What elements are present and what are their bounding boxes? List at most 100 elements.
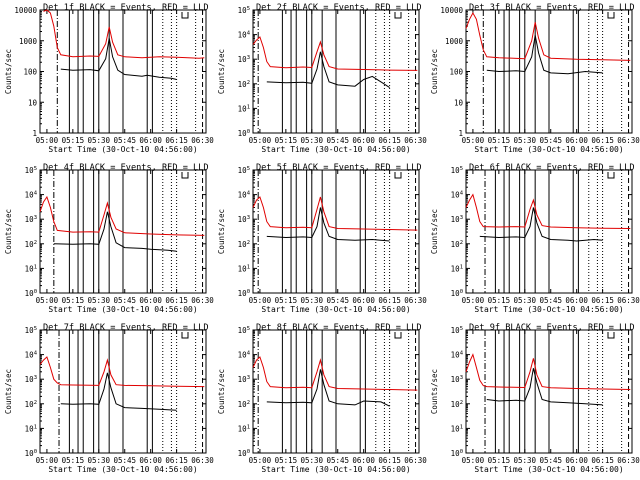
series-events (486, 368, 603, 406)
y-axis-label: Counts/sec (4, 209, 13, 254)
x-tick-label: 05:30 (514, 456, 537, 465)
y-tick-label: 100 (238, 129, 250, 138)
x-tick-label: 05:00 (36, 296, 59, 305)
x-tick-label: 06:00 (139, 136, 162, 145)
y-tick-label: 100 (25, 449, 37, 458)
x-tick-label: 05:15 (62, 136, 85, 145)
bracket-marker (607, 12, 615, 19)
x-tick-label: 05:45 (326, 456, 349, 465)
x-tick-label: 05:45 (113, 136, 136, 145)
y-tick-label: 10 (28, 98, 38, 107)
x-tick-label: 06:15 (378, 456, 401, 465)
x-tick-label: 06:30 (191, 136, 214, 145)
y-axis-label: Counts/sec (217, 369, 226, 414)
y-tick-label: 101 (25, 424, 37, 433)
chart-panel: Det 9f BLACK = Events, RED = LLD Counts/s… (430, 323, 640, 474)
x-tick-label: 05:30 (88, 136, 111, 145)
x-tick-label: 06:00 (139, 296, 162, 305)
x-tick-label: 05:15 (275, 296, 298, 305)
x-tick-label: 05:45 (113, 456, 136, 465)
x-tick-label: 06:30 (191, 456, 214, 465)
x-tick-label: 05:00 (462, 456, 485, 465)
series-events (266, 51, 390, 89)
x-tick-label: 05:30 (514, 296, 537, 305)
y-tick-label: 103 (238, 55, 250, 64)
y-tick-label: 105 (238, 326, 250, 335)
y-tick-label: 101 (451, 264, 463, 273)
y-axis-label: Counts/sec (430, 209, 439, 254)
series-lld (252, 196, 418, 231)
bracket-marker (181, 12, 189, 19)
bracket-marker (394, 172, 402, 179)
y-tick-label: 1000 (445, 37, 464, 46)
y-tick-label: 104 (25, 191, 38, 200)
y-tick-label: 105 (451, 166, 463, 175)
y-tick-label: 104 (451, 191, 464, 200)
bracket-marker (607, 172, 615, 179)
series-events (486, 35, 603, 75)
chart-title: Det 7f BLACK = Events, RED = LLD (43, 323, 209, 333)
y-tick-label: 100 (23, 68, 37, 77)
chart-title: Det 2f BLACK = Events, RED = LLD (256, 3, 422, 13)
chart-title: Det 9f BLACK = Events, RED = LLD (469, 323, 635, 333)
chart-title: Det 1f BLACK = Events, RED = LLD (43, 3, 209, 13)
y-tick-label: 101 (451, 424, 463, 433)
series-lld (465, 11, 631, 61)
y-tick-label: 100 (238, 449, 250, 458)
y-tick-label: 103 (25, 375, 37, 384)
series-events (266, 207, 390, 242)
x-axis-label: Start Time (30-Oct-10 04:56:00) (261, 305, 410, 314)
x-tick-label: 06:00 (139, 456, 162, 465)
y-tick-label: 102 (238, 240, 250, 249)
series-lld (465, 353, 631, 390)
y-axis-label: Counts/sec (4, 49, 13, 94)
x-tick-label: 06:00 (565, 136, 588, 145)
bracket-marker (394, 12, 402, 19)
chart-title: Det 3f BLACK = Events, RED = LLD (469, 3, 635, 13)
y-tick-label: 101 (238, 424, 250, 433)
x-tick-label: 06:00 (565, 456, 588, 465)
x-tick-label: 05:00 (462, 296, 485, 305)
chart-panel: Det 1f BLACK = Events, RED = LLD Counts/s… (4, 3, 214, 154)
x-tick-label: 05:15 (488, 136, 511, 145)
y-tick-label: 101 (25, 264, 37, 273)
x-axis-label: Start Time (30-Oct-10 04:56:00) (48, 305, 197, 314)
y-tick-label: 102 (25, 400, 37, 409)
x-tick-label: 06:30 (617, 456, 640, 465)
x-axis-label: Start Time (30-Oct-10 04:56:00) (261, 145, 410, 154)
series-lld (252, 356, 418, 391)
y-tick-label: 105 (451, 326, 463, 335)
y-tick-label: 104 (238, 31, 251, 40)
chart-panel: Det 4f BLACK = Events, RED = LLD Counts/s… (4, 163, 214, 314)
chart-title: Det 5f BLACK = Events, RED = LLD (256, 163, 422, 173)
y-tick-label: 100 (25, 289, 37, 298)
y-tick-label: 1 (32, 129, 37, 138)
y-tick-label: 102 (451, 400, 463, 409)
y-tick-label: 105 (25, 166, 37, 175)
y-tick-label: 103 (451, 375, 463, 384)
x-tick-label: 06:00 (352, 136, 375, 145)
y-tick-label: 10000 (440, 6, 463, 15)
x-tick-label: 05:30 (301, 296, 324, 305)
y-tick-label: 103 (238, 215, 250, 224)
y-tick-label: 102 (238, 80, 250, 89)
y-axis-label: Counts/sec (217, 209, 226, 254)
chart-panel: Det 2f BLACK = Events, RED = LLD Counts/s… (217, 3, 427, 154)
x-tick-label: 05:45 (326, 136, 349, 145)
y-tick-label: 102 (238, 400, 250, 409)
y-axis-label: Counts/sec (217, 49, 226, 94)
x-tick-label: 05:30 (301, 456, 324, 465)
chart-title: Det 8f BLACK = Events, RED = LLD (256, 323, 422, 333)
x-tick-label: 06:15 (591, 296, 614, 305)
series-events (266, 369, 390, 407)
bracket-marker (607, 332, 615, 339)
x-tick-label: 06:15 (591, 136, 614, 145)
x-axis-label: Start Time (30-Oct-10 04:56:00) (48, 465, 197, 474)
chart-panel: Det 3f BLACK = Events, RED = LLD Counts/s… (430, 3, 640, 154)
series-events (479, 207, 603, 242)
chart-title: Det 6f BLACK = Events, RED = LLD (469, 163, 635, 173)
y-tick-label: 100 (238, 289, 250, 298)
x-tick-label: 06:15 (591, 456, 614, 465)
y-tick-label: 103 (25, 215, 37, 224)
y-tick-label: 104 (238, 351, 251, 360)
